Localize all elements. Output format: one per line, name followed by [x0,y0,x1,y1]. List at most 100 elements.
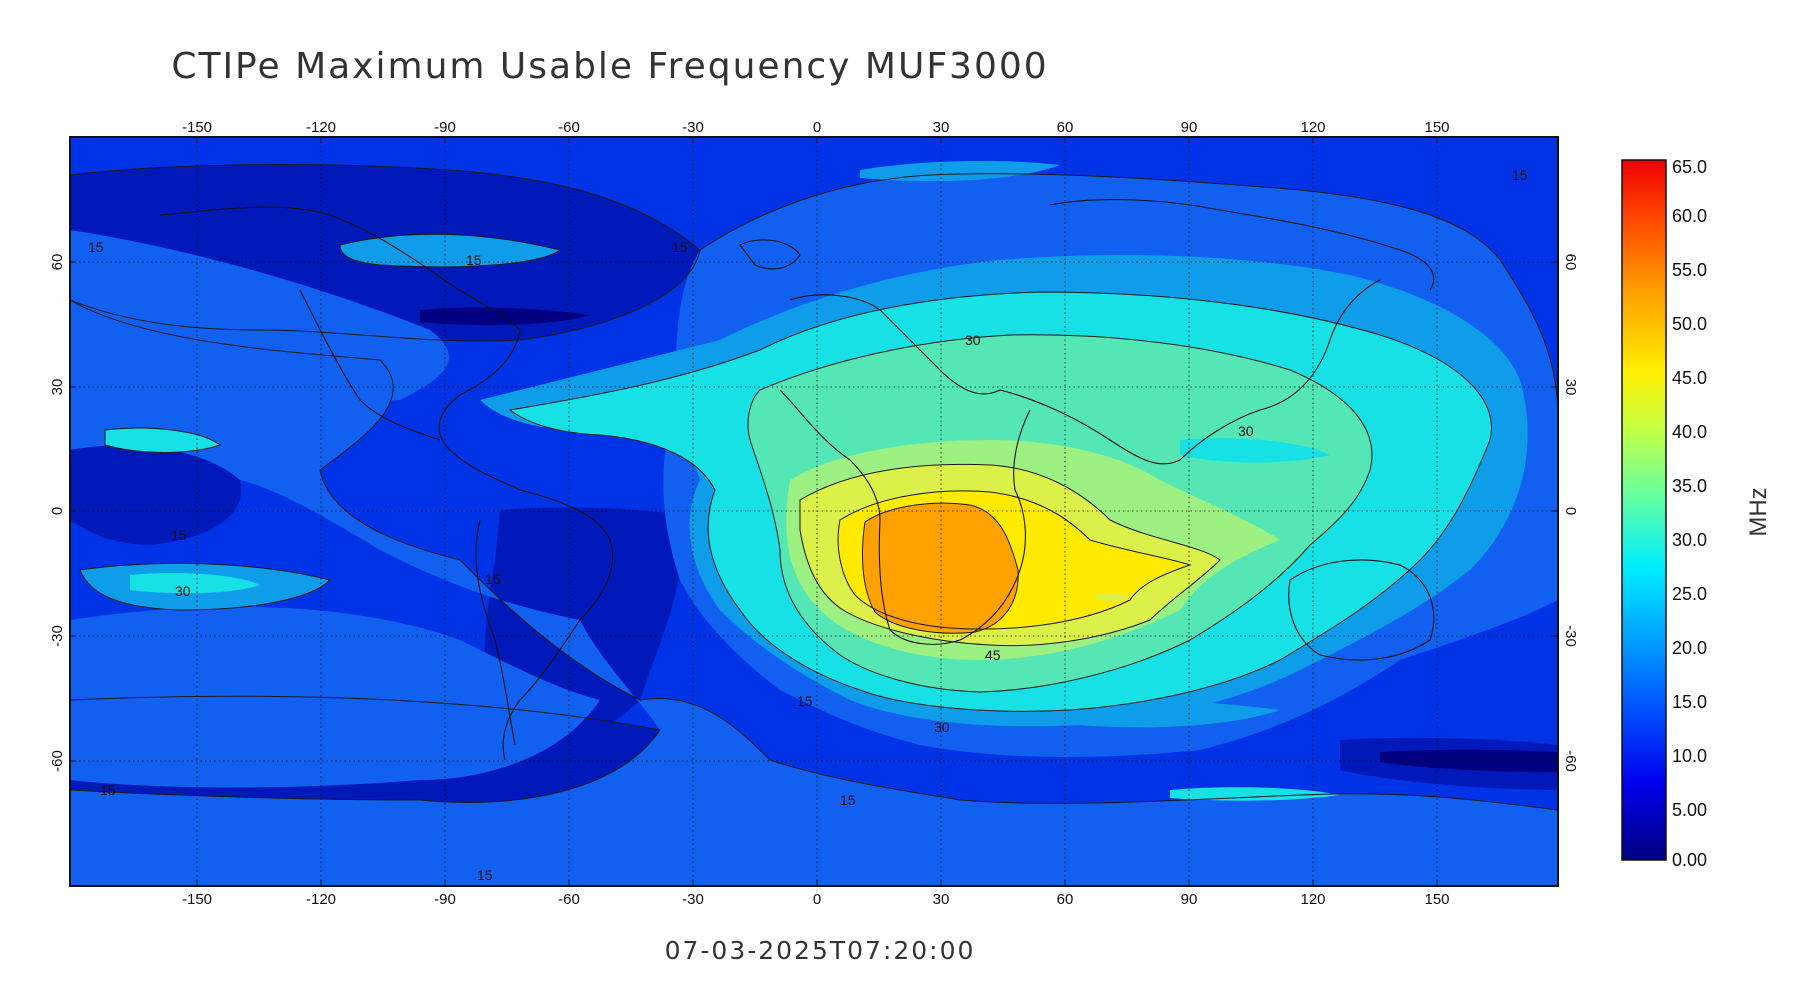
contour-line-25-pacific [104,427,222,453]
lon-label-top: 150 [1424,119,1449,136]
colorbar-tick: 30.0 [1672,530,1707,550]
contour-label: 15 [477,867,493,883]
lon-label-bottom: 0 [813,891,821,908]
coastlines [159,199,1435,761]
colorbar-tick: 25.0 [1672,584,1707,604]
band-0-5-southeast [1380,749,1558,772]
lon-label-top: -90 [434,119,456,136]
colorbar-tick: 15.0 [1672,692,1707,712]
coastline-europe [789,294,1001,395]
longitude-labels-top: -150 -120 -90 -60 -30 0 30 60 90 120 150 [182,119,1450,136]
lon-label-bottom: -90 [434,891,456,908]
lat-label-right: -30 [1562,625,1579,647]
lon-label-bottom: 150 [1424,891,1449,908]
tick-marks [70,137,1558,886]
lat-label-right: 30 [1562,379,1579,396]
contour-label: 15 [466,252,482,268]
lon-label-top: 30 [933,119,950,136]
contour-label: 15 [485,571,501,587]
band-25-30-antarctic [1170,787,1340,801]
latitude-labels-right: 60 30 0 -30 -60 [1562,254,1579,772]
longitude-labels-bottom: -150 -120 -90 -60 -30 0 30 60 90 120 150 [182,891,1450,908]
lat-label-left: 60 [49,254,66,271]
contour-line-30 [508,291,1492,712]
band-25-30-indonesia [1180,438,1330,463]
coastline-north-america [159,206,521,491]
contour-line-50 [861,502,1019,634]
lat-label-right: 0 [1562,507,1579,515]
coastline-asia [999,279,1381,465]
contour-label: 30 [965,332,981,348]
contour-value-labels: 15 15 15 15 30 15 15 30 30 45 30 15 15 1… [88,167,1528,883]
ticks-bottom [196,880,1438,886]
lat-label-left: 30 [49,379,66,396]
lon-label-bottom: 30 [933,891,950,908]
ticks-top [196,137,1438,143]
colorbar-tick: 65.0 [1672,157,1707,177]
colorbar-tick: 0.00 [1672,850,1707,870]
coastline-south-america-west [475,519,516,746]
ticks-right [1552,261,1558,762]
colorbar-tick: 10.0 [1672,746,1707,766]
contour-label: 15 [100,782,116,798]
lon-label-top: 120 [1300,119,1325,136]
lon-label-top: -60 [558,119,580,136]
lat-label-left: -30 [49,625,66,647]
band-25-30-pacific-south [130,573,260,594]
coastline-siberia [1049,199,1435,291]
coastline-west-america [299,289,441,441]
colorbar-tick: 45.0 [1672,368,1707,388]
colorbar-tick: 60.0 [1672,206,1707,226]
contour-label: 30 [175,583,191,599]
lon-label-bottom: -60 [558,891,580,908]
band-20-25-canada [340,234,560,267]
coastline-scandinavia [739,239,801,270]
coastline-africa [779,389,1031,645]
colorbar-tick-labels: 65.0 60.0 55.0 50.0 45.0 40.0 35.0 30.0 … [1672,157,1707,870]
lon-label-top: 0 [813,119,821,136]
lon-label-top: 90 [1181,119,1198,136]
colorbar: 65.0 60.0 55.0 50.0 45.0 40.0 35.0 30.0 … [1621,157,1772,870]
lat-label-right: 60 [1562,254,1579,271]
lat-label-left: 0 [49,507,66,515]
band-25-30-pacific [105,428,220,453]
lat-label-right: -60 [1562,750,1579,772]
lon-label-bottom: -30 [682,891,704,908]
contour-line-15-south [70,299,1558,811]
muf-contour-field [70,137,1558,886]
contour-lines [70,164,1558,811]
lat-label-left: -60 [49,750,66,772]
chart-title: CTIPe Maximum Usable Frequency MUF3000 [171,46,1049,87]
contour-line-10-south [70,695,661,803]
contour-label: 15 [88,239,104,255]
colorbar-tick: 35.0 [1672,476,1707,496]
colorbar-tick: 55.0 [1672,260,1707,280]
timestamp: 07-03-2025T07:20:00 [664,936,976,965]
contour-line-15-north [699,173,1558,421]
band-5-10-pacific-east [70,445,242,545]
contour-label: 15 [672,239,688,255]
colorbar-tick: 40.0 [1672,422,1707,442]
contour-label: 15 [1512,167,1528,183]
ticks-left [70,261,76,762]
contour-label: 15 [171,527,187,543]
colorbar-unit-label: MHz [1745,487,1772,536]
colorbar-gradient [1621,159,1667,861]
lon-label-bottom: 90 [1181,891,1198,908]
contour-line-35 [747,334,1373,693]
contour-label: 30 [1238,423,1254,439]
contour-label: 15 [840,792,856,808]
band-50-55-peak [862,503,1019,634]
lon-label-bottom: 120 [1300,891,1325,908]
lon-label-top: -120 [306,119,336,136]
colorbar-tick: 20.0 [1672,638,1707,658]
lon-label-top: -150 [182,119,212,136]
graticule-parallels [70,261,1558,762]
lon-label-top: 60 [1057,119,1074,136]
contour-line-10-north [70,164,701,342]
contour-label: 45 [985,647,1001,663]
graticule-meridians [196,137,1438,886]
coastline-south-america [502,489,614,761]
lon-label-bottom: 60 [1057,891,1074,908]
